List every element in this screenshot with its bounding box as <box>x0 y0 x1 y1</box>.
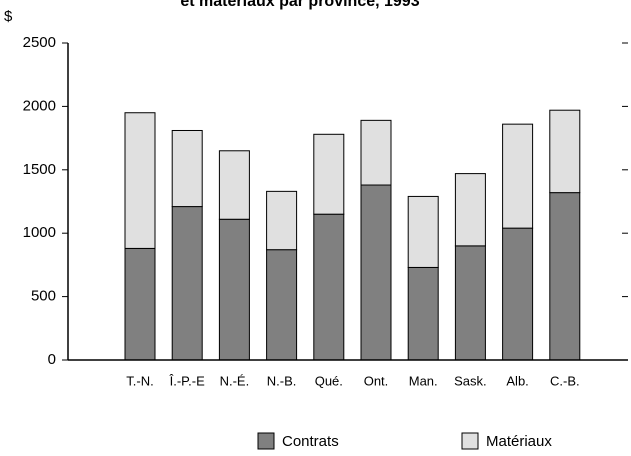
bar-segment <box>407 266 439 361</box>
legend-label: Contrats <box>282 433 339 450</box>
bar-segment <box>171 206 203 361</box>
y-tick-label: 1500 <box>23 161 56 178</box>
bar-segment <box>266 190 298 251</box>
bar-segment <box>171 129 203 208</box>
bar-segment <box>124 247 156 361</box>
bar-segment <box>360 184 392 361</box>
bar-segment <box>502 123 534 229</box>
bar-segment <box>407 195 439 268</box>
x-tick-label: C.-B. <box>550 373 580 388</box>
bar-segment <box>502 227 534 361</box>
bar-segment <box>124 112 156 249</box>
x-tick-label: T.-N. <box>126 373 153 388</box>
y-tick-label: 2000 <box>23 97 56 114</box>
x-tick-label: N.-B. <box>267 373 297 388</box>
legend-label: Matériaux <box>486 433 552 450</box>
x-tick-label: Qué. <box>315 373 343 388</box>
bar-segment <box>360 119 392 186</box>
x-tick-label: Man. <box>409 373 438 388</box>
bar-segment <box>218 150 250 220</box>
x-tick-label: Î.-P.-E <box>169 373 205 388</box>
legend-swatch <box>257 432 275 450</box>
y-tick-label: 2500 <box>23 34 56 51</box>
x-tick-label: Sask. <box>454 373 487 388</box>
bar-segment <box>549 192 581 361</box>
x-tick-label: Alb. <box>506 373 528 388</box>
y-axis-label: $ <box>4 8 13 25</box>
bar-segment <box>454 173 486 247</box>
y-tick-label: 1000 <box>23 224 56 241</box>
bar-segment <box>218 218 250 361</box>
x-tick-label: Ont. <box>364 373 389 388</box>
legend-swatch <box>461 432 479 450</box>
bar-segment <box>454 245 486 361</box>
y-tick-label: 500 <box>31 288 56 305</box>
chart-title: et matériaux par province, 1993 <box>180 0 419 10</box>
bar-segment <box>549 109 581 194</box>
x-tick-label: N.-É. <box>220 373 250 388</box>
bar-segment <box>313 213 345 361</box>
y-tick-label: 0 <box>48 351 56 368</box>
bar-segment <box>313 133 345 215</box>
bar-segment <box>266 249 298 361</box>
